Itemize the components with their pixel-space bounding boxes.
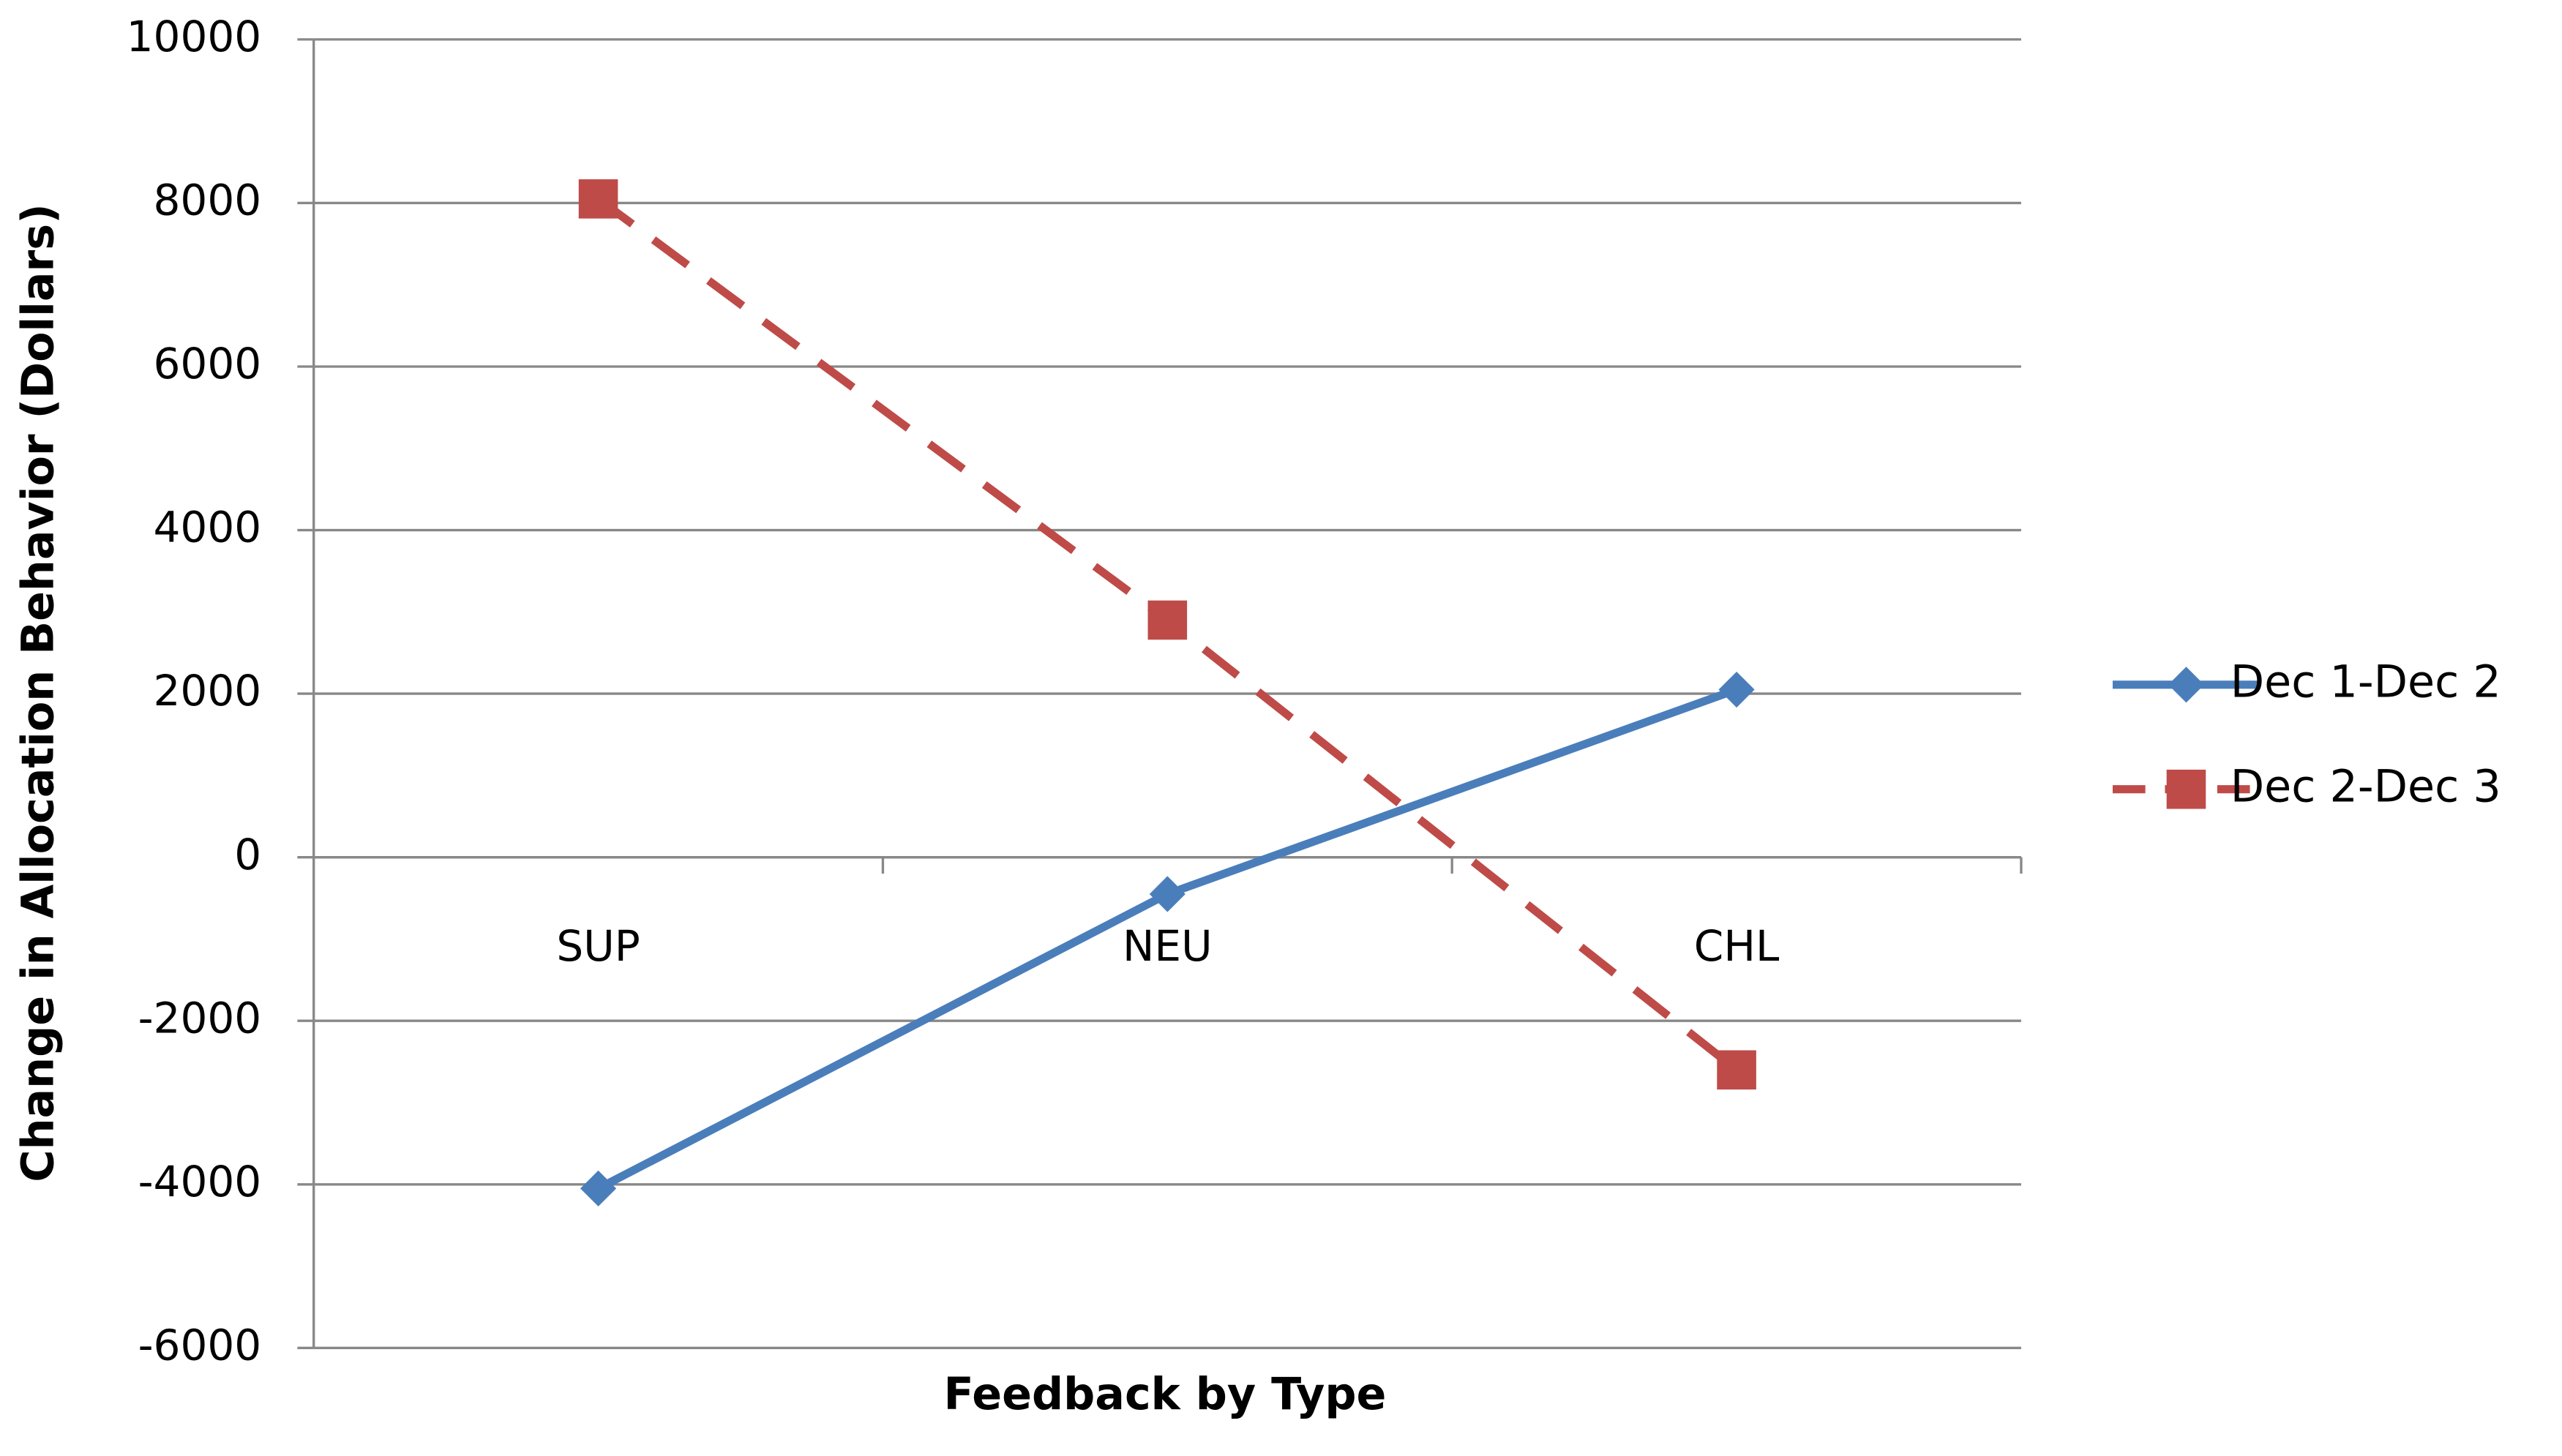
y-tick-label: -4000	[138, 1157, 262, 1207]
data-point	[1147, 600, 1188, 640]
x-tick-label: NEU	[1123, 921, 1213, 971]
y-tick-label: 8000	[154, 176, 262, 225]
data-point	[580, 1170, 617, 1207]
data-point	[578, 179, 618, 219]
legend-marker	[2168, 667, 2205, 703]
y-tick-label: 2000	[154, 666, 262, 716]
data-point	[1717, 1050, 1756, 1090]
y-tick-label: 10000	[127, 12, 262, 61]
y-tick-label: -2000	[138, 993, 262, 1043]
y-axis-label: Change in Allocation Behavior (Dollars)	[12, 203, 64, 1182]
y-tick-label: 6000	[154, 339, 262, 389]
y-tick-label: 0	[234, 830, 261, 879]
data-point	[1718, 671, 1755, 708]
legend-label: Dec 1-Dec 2	[2230, 656, 2501, 708]
y-tick-label: 4000	[154, 503, 262, 552]
x-tick-label: CHL	[1694, 921, 1780, 971]
legend-marker	[2166, 769, 2206, 809]
data-point	[1149, 876, 1186, 912]
legend-label: Dec 2-Dec 3	[2230, 761, 2501, 812]
x-tick-label: SUP	[556, 921, 640, 971]
y-tick-label: -6000	[138, 1320, 262, 1370]
x-axis-label: Feedback by Type	[944, 1369, 1387, 1420]
